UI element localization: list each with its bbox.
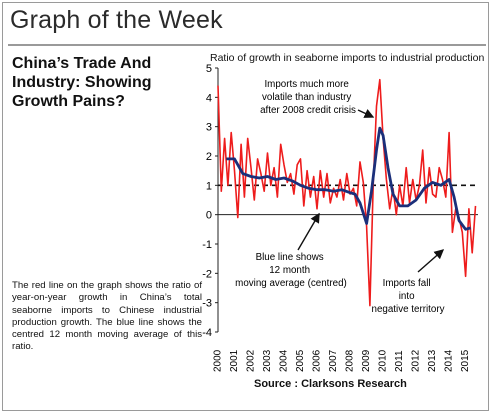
x-tick-label: 2008: [345, 349, 356, 372]
source-credit: Source : Clarksons Research: [254, 378, 407, 390]
x-tick-label: 2002: [245, 349, 256, 372]
series-line-moving-average: [226, 126, 471, 231]
y-tick-label: 3: [206, 122, 212, 134]
y-tick-label: 4: [206, 92, 212, 104]
page-title: Graph of the Week: [10, 6, 223, 34]
x-tick-label: 2012: [411, 349, 422, 372]
x-tick-label: 2004: [279, 349, 290, 372]
annotation-crisis: Imports much more volatile than industry…: [260, 79, 375, 118]
x-tick-label: 2006: [312, 349, 323, 372]
svg-text:Blue line shows 12 month: Blue line shows 12 month moving average …: [235, 252, 347, 289]
annotation-negative-territory: Imports fall into negative territory: [372, 249, 445, 315]
x-tick-label: 2011: [394, 350, 405, 372]
x-tick-label: 2014: [444, 349, 455, 372]
y-tick-label: 0: [206, 210, 212, 222]
annotation-moving-average: Blue line shows 12 month moving average …: [235, 212, 347, 289]
x-tick-label: 2010: [378, 349, 389, 372]
x-tick-labels: 2000 2001 2002 2003 2004 2005 2006 2007 2008 2009…: [212, 349, 471, 372]
x-tick-label: 2009: [361, 349, 372, 372]
svg-text:Imports fall into: Imports fall into negative territory: [372, 278, 445, 315]
y-tick-label: -2: [202, 268, 212, 280]
x-tick-label: 2001: [229, 349, 240, 372]
y-tick-label: -3: [202, 298, 212, 310]
article-description: The red line on the graph shows the rati…: [12, 280, 202, 353]
chart-title: Ratio of growth in seaborne imports to i…: [210, 52, 485, 64]
x-tick-label: 2015: [460, 349, 471, 372]
y-tick-label: -4: [202, 327, 212, 339]
x-tick-label: 2000: [212, 349, 223, 372]
x-tick-label: 2013: [427, 349, 438, 372]
graph-frame: [2, 2, 489, 411]
header-divider: [8, 44, 486, 46]
series-line-monthly-ratio: [217, 78, 477, 307]
svg-text:Imports much more volati: Imports much more volatile than industry…: [260, 79, 356, 116]
y-tick-label: 5: [206, 63, 212, 75]
x-tick-label: 2005: [295, 349, 306, 372]
x-tick-label: 2007: [328, 349, 339, 372]
y-tick-labels: -4 -3 -2 -1 0 1 2 3 4 5: [202, 63, 218, 339]
y-tick-label: -1: [202, 239, 212, 251]
y-tick-label: 1: [206, 180, 212, 192]
article-headline: China’s Trade And Industry: Showing Grow…: [12, 55, 152, 110]
x-tick-label: 2003: [262, 349, 273, 372]
y-tick-label: 2: [206, 151, 212, 163]
